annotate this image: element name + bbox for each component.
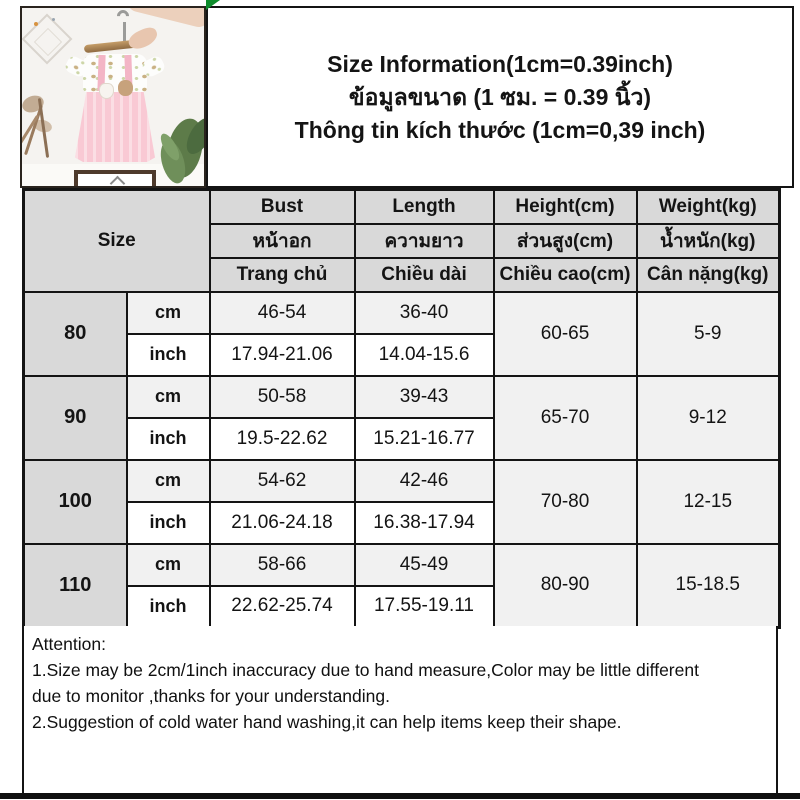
col-header-height-en: Height(cm) xyxy=(492,188,638,225)
bear-pouch-tan xyxy=(118,80,133,96)
title-vietnamese: Thông tin kích thước (1cm=0,39 inch) xyxy=(294,116,706,143)
height-range-110: 80-90 xyxy=(492,542,638,629)
length-inch-100: 16.38-17.94 xyxy=(353,500,495,545)
bust-cm-90: 50-58 xyxy=(208,374,356,419)
size-value-90: 90 xyxy=(22,374,128,461)
table-row: 90 cm 50-58 39-43 65-70 9-12 xyxy=(22,374,781,461)
header-row-english: Size Bust Length Height(cm) Weight(kg) xyxy=(22,188,781,293)
header-row-vietnamese: Trang chủ Chiều dài Chiều cao(cm) Cân nặ… xyxy=(24,256,781,293)
bust-inch-90: 19.5-22.62 xyxy=(208,416,356,461)
size-value-100: 100 xyxy=(22,458,128,545)
wall-dot xyxy=(52,18,55,21)
unit-label-inch: inch xyxy=(125,584,211,629)
attention-heading: Attention: xyxy=(32,634,106,654)
unit-label-inch: inch xyxy=(125,500,211,545)
height-range-80: 60-65 xyxy=(492,290,638,377)
table-row: 100 cm 54-62 42-46 70-80 12-15 xyxy=(22,458,781,545)
col-header-length-en: Length xyxy=(353,188,495,225)
attention-note-2: 2.Suggestion of cold water hand washing,… xyxy=(32,712,622,732)
unit-label-cm: cm xyxy=(125,290,211,335)
bottom-divider-bar xyxy=(0,793,800,799)
bust-inch-100: 21.06-24.18 xyxy=(208,500,356,545)
length-inch-80: 14.04-15.6 xyxy=(353,332,495,377)
weight-range-100: 12-15 xyxy=(635,458,781,545)
dress-skirt xyxy=(75,88,155,162)
col-header-weight-th: น้ำหนัก(kg) xyxy=(635,222,781,259)
unit-label-cm: cm xyxy=(125,374,211,419)
length-inch-110: 17.55-19.11 xyxy=(353,584,495,629)
model-arm xyxy=(125,8,204,30)
size-value-110: 110 xyxy=(22,542,128,629)
col-header-length-vi: Chiều dài xyxy=(353,256,495,293)
length-cm-90: 39-43 xyxy=(353,374,495,419)
table-row: 80 cm 46-54 36-40 60-65 5-9 xyxy=(22,290,781,377)
col-header-weight-en: Weight(kg) xyxy=(635,188,781,225)
length-cm-100: 42-46 xyxy=(353,458,495,503)
col-header-bust-en: Bust xyxy=(208,188,356,225)
length-inch-90: 15.21-16.77 xyxy=(353,416,495,461)
table-row: 110 cm 58-66 45-49 80-90 15-18.5 xyxy=(22,542,781,629)
col-header-bust-th: หน้าอก xyxy=(208,222,356,259)
table-row: inch 21.06-24.18 16.38-17.94 xyxy=(24,500,780,545)
col-header-length-th: ความยาว xyxy=(353,222,495,259)
table-row: inch 22.62-25.74 17.55-19.11 xyxy=(24,584,780,629)
unit-label-inch: inch xyxy=(125,332,211,377)
col-header-height-th: ส่วนสูง(cm) xyxy=(492,222,638,259)
dress-bodice xyxy=(83,54,147,92)
col-header-weight-vi: Cân nặng(kg) xyxy=(635,256,781,293)
weight-range-110: 15-18.5 xyxy=(635,542,781,629)
size-table: Size Bust Length Height(cm) Weight(kg) ห… xyxy=(22,188,781,629)
size-header: Size xyxy=(22,188,211,293)
bust-cm-110: 58-66 xyxy=(208,542,356,587)
title-thai: ข้อมูลขนาด (1 ซม. = 0.39 นิ้ว) xyxy=(348,83,652,110)
length-cm-110: 45-49 xyxy=(353,542,495,587)
table-row: inch 19.5-22.62 15.21-16.77 xyxy=(24,416,780,461)
unit-label-cm: cm xyxy=(125,542,211,587)
hanger-hook-curl xyxy=(114,8,132,25)
length-cm-80: 36-40 xyxy=(353,290,495,335)
bust-cm-100: 54-62 xyxy=(208,458,356,503)
bust-inch-80: 17.94-21.06 xyxy=(208,332,356,377)
weight-range-90: 9-12 xyxy=(635,374,781,461)
product-photo xyxy=(20,6,206,188)
col-header-bust-vi: Trang chủ xyxy=(208,256,356,293)
size-value-80: 80 xyxy=(22,290,128,377)
height-range-90: 65-70 xyxy=(492,374,638,461)
bear-pouch-white xyxy=(99,83,114,99)
col-header-height-vi: Chiều cao(cm) xyxy=(492,256,638,293)
weight-range-80: 5-9 xyxy=(635,290,781,377)
attention-note-1: 1.Size may be 2cm/1inch inaccuracy due t… xyxy=(32,660,699,706)
green-corner-accent xyxy=(206,0,220,10)
bust-cm-80: 46-54 xyxy=(208,290,356,335)
wall-dot xyxy=(34,22,38,26)
title-english: Size Information(1cm=0.39inch) xyxy=(327,50,673,77)
picture-frame xyxy=(74,170,156,186)
hanger-hook xyxy=(123,22,126,44)
unit-label-inch: inch xyxy=(125,416,211,461)
header-row-thai: หน้าอก ความยาว ส่วนสูง(cm) น้ำหนัก(kg) xyxy=(24,222,781,259)
frame-chevron xyxy=(109,175,126,186)
size-info-title-box: Size Information(1cm=0.39inch) ข้อมูลขนา… xyxy=(206,6,794,188)
unit-label-cm: cm xyxy=(125,458,211,503)
table-row: inch 17.94-21.06 14.04-15.6 xyxy=(24,332,780,377)
bust-inch-110: 22.62-25.74 xyxy=(208,584,356,629)
attention-box: Attention: 1.Size may be 2cm/1inch inacc… xyxy=(22,626,778,793)
height-range-100: 70-80 xyxy=(492,458,638,545)
